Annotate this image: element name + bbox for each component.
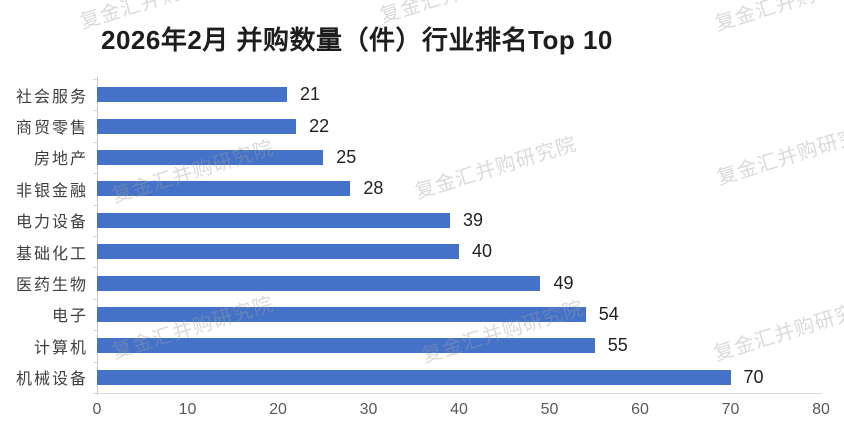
x-tick-label: 80	[812, 401, 830, 418]
bar-row: 机械设备 70	[0, 362, 844, 393]
bar-rows: 社会服务 21 商贸零售 22 房地产 25 非银金融 28 电力设备 39 基础化工 40 医药生物 4…	[0, 79, 844, 393]
y-axis-tick	[93, 298, 97, 300]
category-label: 基础化工	[15, 245, 88, 263]
value-label: 25	[336, 146, 357, 167]
value-label: 28	[363, 178, 384, 199]
bar-row: 基础化工 40	[0, 236, 844, 267]
y-axis-tick	[93, 236, 97, 237]
y-axis-tick	[93, 110, 97, 112]
bar-row: 电力设备 39	[0, 205, 844, 236]
value-label: 22	[309, 115, 330, 136]
value-label: 55	[607, 335, 628, 356]
x-tick-label: 30	[359, 401, 378, 418]
bar	[97, 306, 586, 322]
bar	[97, 118, 297, 134]
bar	[97, 212, 450, 228]
x-tick-label: 70	[721, 401, 740, 418]
bar-row: 非银金融 28	[0, 173, 844, 204]
bar-row: 计算机 55	[0, 330, 844, 361]
y-axis-tick	[93, 204, 97, 206]
bar	[97, 244, 459, 260]
y-axis-tick	[93, 267, 97, 269]
y-axis-tick	[93, 141, 97, 143]
watermark-text: 复金汇并购研究院	[712, 0, 844, 36]
category-label: 电子	[51, 308, 88, 326]
bar-row: 房地产 25	[0, 142, 844, 173]
value-label: 21	[300, 84, 321, 105]
bar-row: 商贸零售 22	[0, 110, 844, 141]
category-label: 机械设备	[15, 371, 88, 389]
y-axis-tick	[93, 393, 97, 394]
x-tick-label: 0	[92, 401, 102, 418]
bar	[97, 338, 595, 354]
x-axis-line	[97, 393, 822, 394]
category-label: 电力设备	[15, 214, 88, 232]
value-label: 54	[598, 303, 619, 324]
bar	[97, 149, 324, 165]
value-label: 49	[553, 272, 574, 293]
bar-row: 医药生物 49	[0, 267, 844, 298]
bar	[97, 181, 351, 197]
x-tick-label: 20	[269, 401, 287, 418]
x-tick-label: 60	[631, 401, 649, 418]
category-label: 非银金融	[15, 182, 88, 200]
y-axis-tick	[93, 173, 97, 175]
y-axis-tick	[93, 361, 97, 363]
value-label: 39	[462, 209, 483, 230]
y-axis-tick	[93, 330, 97, 332]
bar-row: 电子 54	[0, 299, 844, 330]
bar-row: 社会服务 21	[0, 79, 844, 110]
category-label: 医药生物	[15, 277, 88, 295]
x-tick-label: 40	[450, 401, 468, 418]
category-label: 商贸零售	[15, 120, 88, 138]
y-axis-tick	[93, 79, 97, 80]
bar	[97, 275, 541, 291]
bar	[97, 369, 731, 385]
y-axis-line	[97, 76, 98, 395]
value-label: 40	[472, 241, 493, 262]
category-label: 房地产	[33, 151, 88, 169]
category-label: 社会服务	[15, 88, 88, 106]
category-label: 计算机	[33, 339, 88, 357]
x-tick-label: 50	[540, 401, 559, 418]
x-tick-label: 10	[178, 401, 197, 418]
value-label: 70	[743, 366, 764, 387]
chart-title: 2026年2月 并购数量（件）行业排名Top 10	[101, 25, 613, 55]
bar	[97, 87, 288, 103]
